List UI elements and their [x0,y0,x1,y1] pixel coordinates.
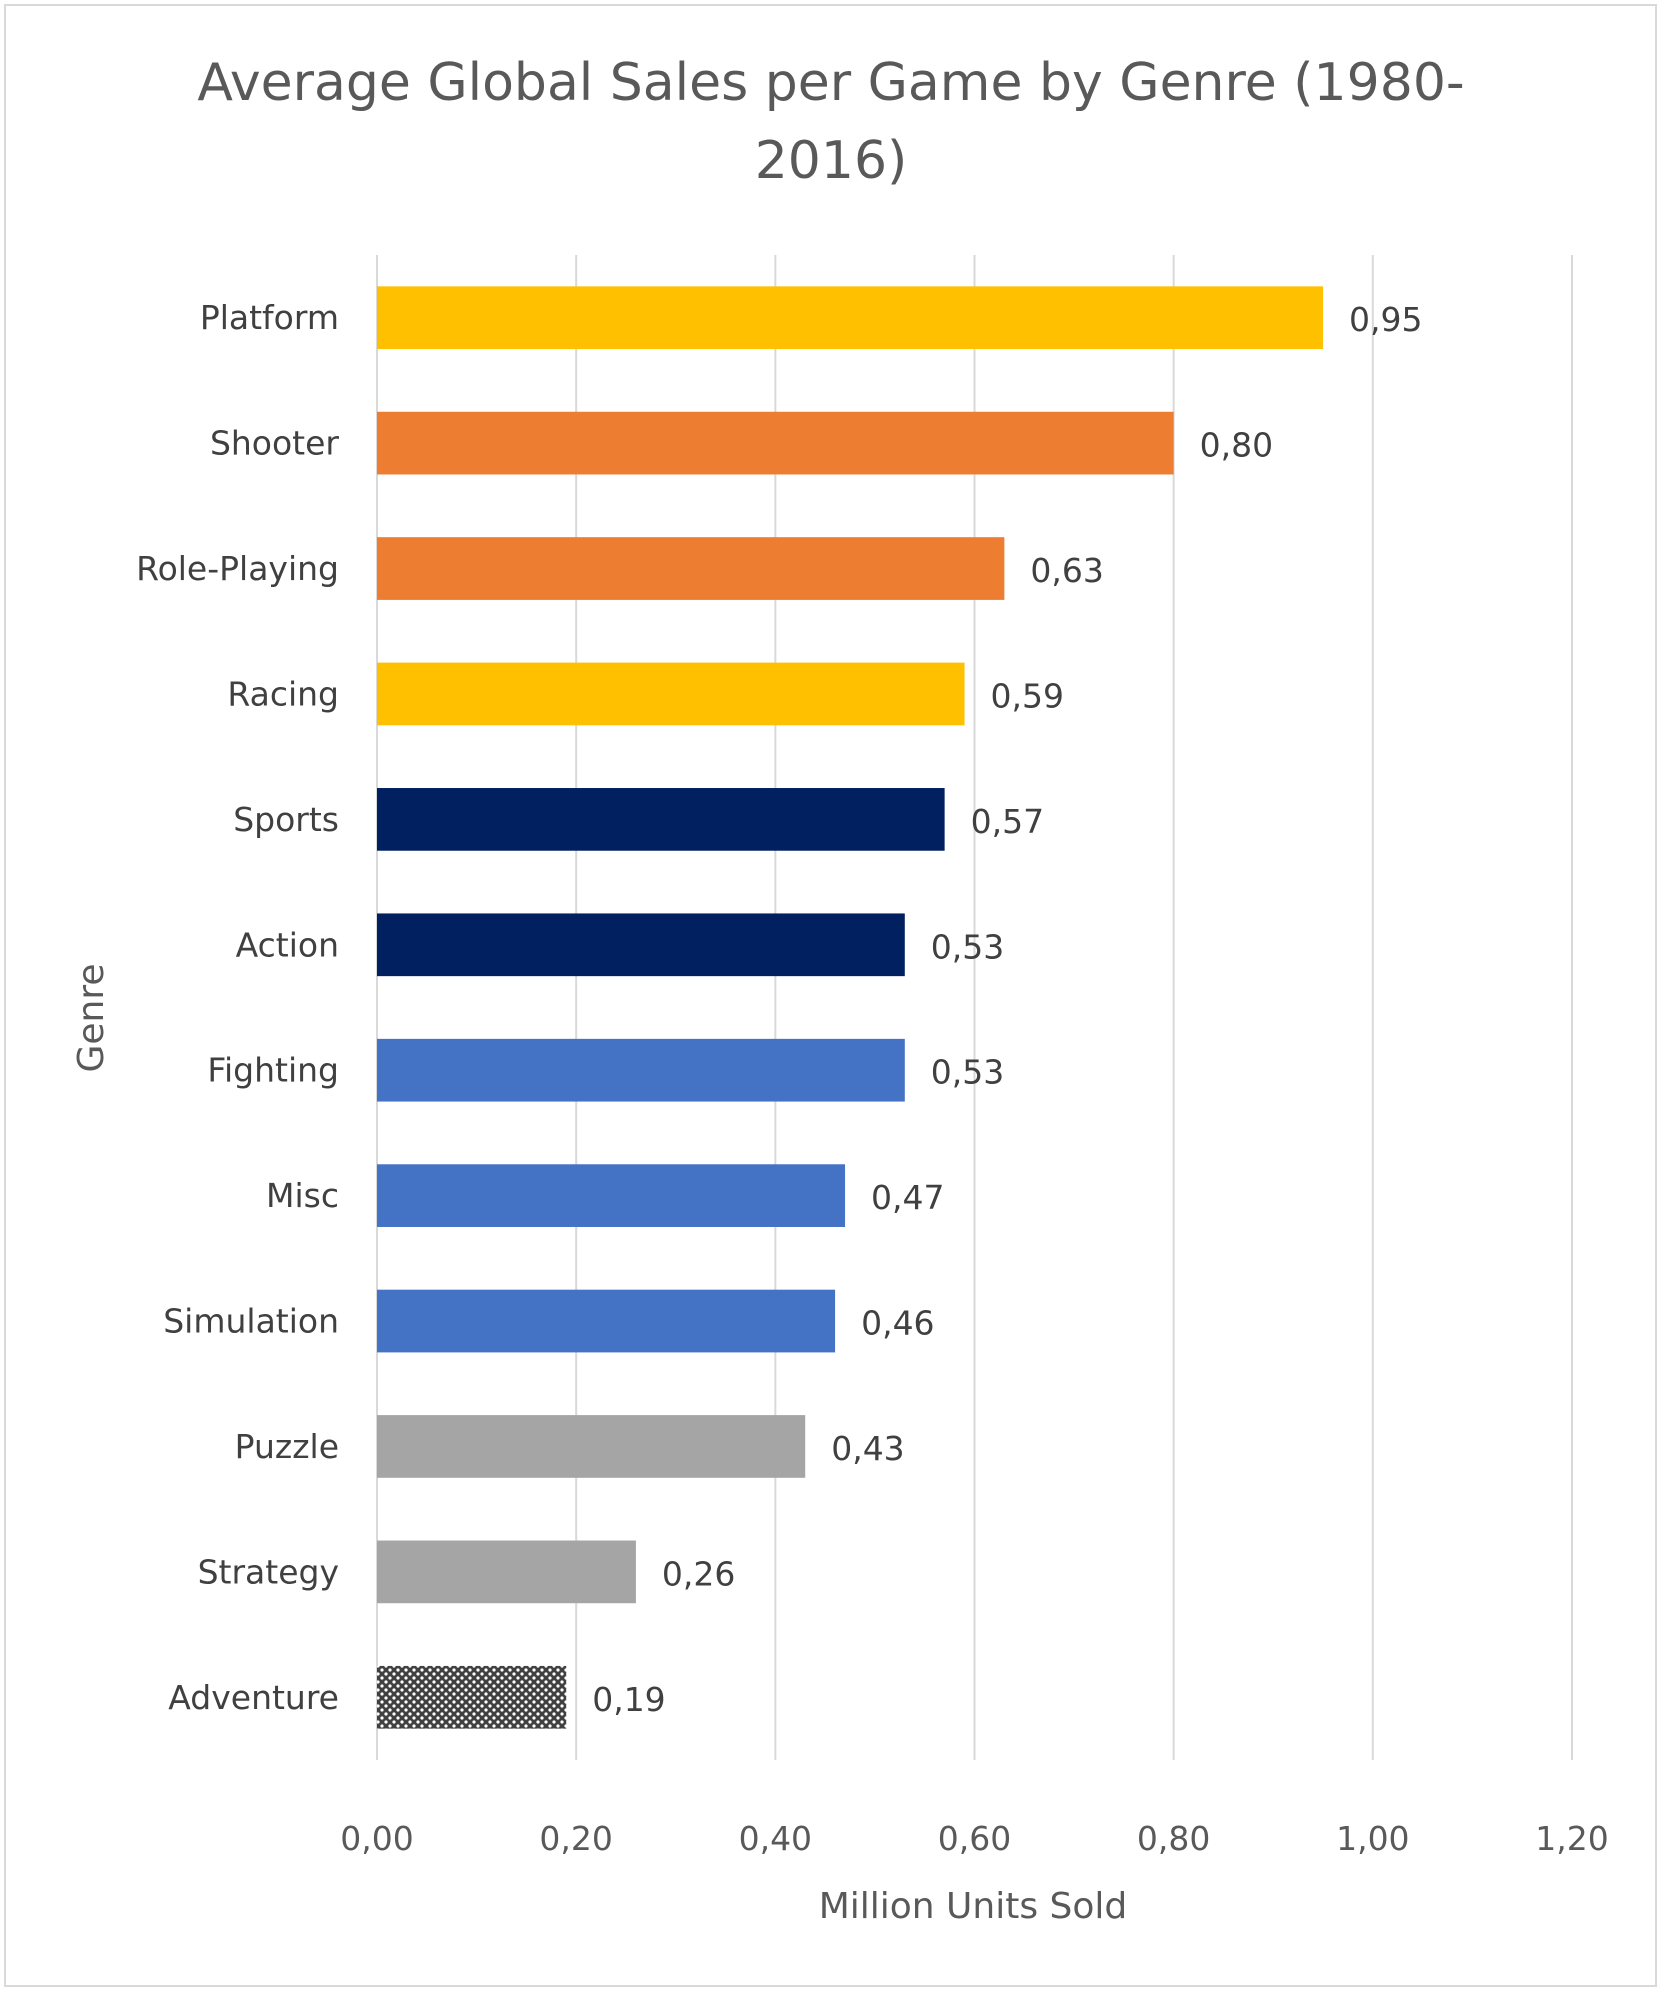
bar-puzzle [377,1415,806,1478]
data-labels: 0,95 0,80 0,63 0,59 0,57 0,53 0,53 0,47 0,46 0,43… [592,300,1422,1719]
category-label: Action [236,925,339,964]
x-tick-label: 1,00 [1336,1819,1409,1858]
bar-fighting [377,1038,905,1102]
data-label: 0,53 [931,927,1004,966]
bar-adventure [377,1665,567,1729]
chart-title-line-1: Average Global Sales per Game by Genre (… [197,53,1464,113]
gridlines [376,255,1573,1760]
data-label: 0,43 [831,1429,904,1468]
data-label: 0,26 [662,1554,735,1593]
bars [377,286,1324,1729]
bar-sports [377,788,945,851]
bar-action [377,913,905,977]
category-label: Shooter [210,424,339,463]
data-label: 0,47 [871,1178,944,1217]
category-label: Simulation [163,1302,339,1341]
data-label: 0,57 [971,802,1044,841]
category-label: Strategy [198,1552,339,1591]
data-label: 0,80 [1200,426,1273,465]
bar-racing [377,662,965,726]
bar-simulation [377,1289,836,1353]
category-label: Fighting [207,1051,339,1090]
bar-role-playing [377,537,1005,600]
category-label: Adventure [168,1678,339,1717]
data-label: 0,59 [991,676,1064,715]
x-tick-label: 1,20 [1535,1819,1608,1858]
x-tick-labels: 0,00 0,20 0,40 0,60 0,80 1,00 1,20 [340,1819,1608,1858]
bar-platform [377,286,1324,350]
bar-misc [377,1164,846,1227]
category-labels: Platform Shooter Role-Playing Racing Sports A… [136,298,339,1717]
x-tick-label: 0,20 [539,1819,612,1858]
x-tick-label: 0,00 [340,1819,413,1858]
category-label: Sports [233,800,339,839]
category-label: Role-Playing [136,549,339,588]
category-label: Platform [200,298,339,337]
x-tick-label: 0,80 [1137,1819,1210,1858]
category-label: Puzzle [235,1427,339,1466]
category-label: Misc [266,1176,339,1215]
data-label: 0,53 [931,1053,1004,1092]
y-axis-title: Genre [71,963,112,1072]
bar-shooter [377,411,1174,475]
x-axis-title: Million Units Sold [819,1886,1128,1927]
bar-strategy [377,1540,636,1604]
data-label: 0,95 [1349,300,1422,339]
x-tick-label: 0,40 [739,1819,812,1858]
data-label: 0,46 [861,1304,934,1343]
chart-title-line-2: 2016) [755,131,908,191]
data-label: 0,19 [592,1680,665,1719]
x-tick-label: 0,60 [938,1819,1011,1858]
data-label: 0,63 [1030,551,1103,590]
category-label: Racing [227,674,339,713]
